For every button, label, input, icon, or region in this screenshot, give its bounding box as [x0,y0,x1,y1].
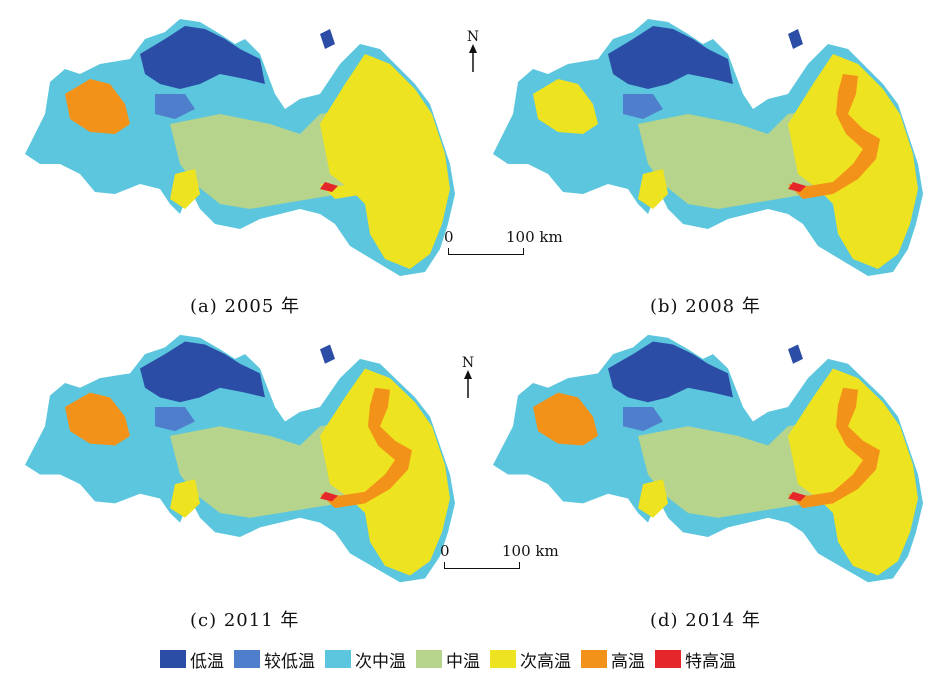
legend-swatch [325,650,351,668]
map-zone [788,182,806,192]
map-zone [320,54,450,269]
map-zone [320,387,412,509]
north-arrow-icon [464,370,472,398]
legend-label: 高温 [611,651,645,672]
legend-swatch [416,650,442,668]
legend-swatch [160,650,186,668]
north-arrow-icon [469,44,477,72]
map-region-group [493,19,923,276]
map-zone [623,407,663,432]
map-region-group [25,19,455,276]
legend-label: 低温 [190,651,224,672]
map-zone [320,344,335,364]
legend-item-7: 特高温 [655,647,736,672]
map-a [25,19,455,276]
map-region-group [493,334,923,583]
map-zone [320,182,338,192]
legend-item-4: 中温 [416,647,480,672]
north-label: N [466,29,480,45]
map-c [25,334,455,583]
legend-item-6: 高温 [581,647,645,672]
caption-c: (c) 2011 年 [190,610,300,631]
legend-swatch [234,650,260,668]
legend-swatch [490,650,516,668]
map-zone [170,169,200,209]
scale-zero-label: 0 [440,542,450,560]
scale-distance-label: 100 km [502,542,559,560]
scale-bar-line [444,562,520,569]
map-zone [320,29,335,49]
scale-bar-top: 0 100 km [444,228,574,258]
legend-swatch [581,650,607,668]
legend-item-1: 低温 [160,647,224,672]
legend-label: 特高温 [685,651,736,672]
north-arrow-top: N [463,30,483,78]
map-panel-a [20,14,470,284]
scale-bar-bottom: 0 100 km [440,542,570,572]
legend-swatch [655,650,681,668]
legend-item-2: 较低温 [234,647,315,672]
legend-item-3: 次中温 [325,647,406,672]
legend-label: 较低温 [264,651,315,672]
caption-d: (d) 2014 年 [650,610,761,631]
map-b [493,19,923,276]
map-zone [320,368,450,576]
map-zone [155,407,195,432]
map-zone [788,29,803,49]
map-zone [788,344,803,364]
map-zone [608,26,733,89]
scale-bar-line [448,248,524,255]
map-zone [638,169,668,209]
map-panel-c [20,330,470,590]
map-panel-b [488,14,938,284]
map-d [493,334,923,583]
map-zone [140,26,265,89]
map-zone [788,54,918,269]
scale-distance-label: 100 km [506,228,563,246]
north-label: N [461,355,475,371]
map-zone [638,479,668,518]
map-zone [320,491,338,502]
legend-item-5: 次高温 [490,647,571,672]
map-zone [533,392,598,446]
legend: 低温 较低温 次中温 中温 次高温 高温 特高温 [160,644,736,674]
north-arrow-bottom: N [458,356,478,404]
map-zone [65,79,130,134]
map-region-group [25,334,455,583]
map-zone [320,74,412,199]
map-zone [155,94,195,119]
legend-label: 次高温 [520,651,571,672]
map-zone [65,392,130,446]
map-zone [608,341,733,403]
scale-zero-label: 0 [444,228,454,246]
caption-a: (a) 2005 年 [190,296,301,317]
map-zone [788,387,880,509]
map-panel-d [488,330,938,590]
map-zone [170,479,200,518]
legend-label: 次中温 [355,651,406,672]
map-zone [623,94,663,119]
legend-label: 中温 [446,651,480,672]
map-zone [788,491,806,502]
caption-b: (b) 2008 年 [650,296,761,317]
map-zone [533,79,598,134]
map-zone [140,341,265,403]
map-zone [788,74,880,199]
map-zone [788,368,918,576]
